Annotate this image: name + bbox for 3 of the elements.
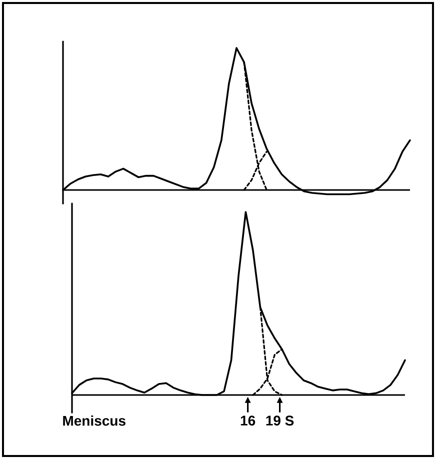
text: 16	[240, 416, 256, 426]
text: Meniscus	[63, 415, 126, 426]
text: 19 S	[266, 416, 294, 426]
